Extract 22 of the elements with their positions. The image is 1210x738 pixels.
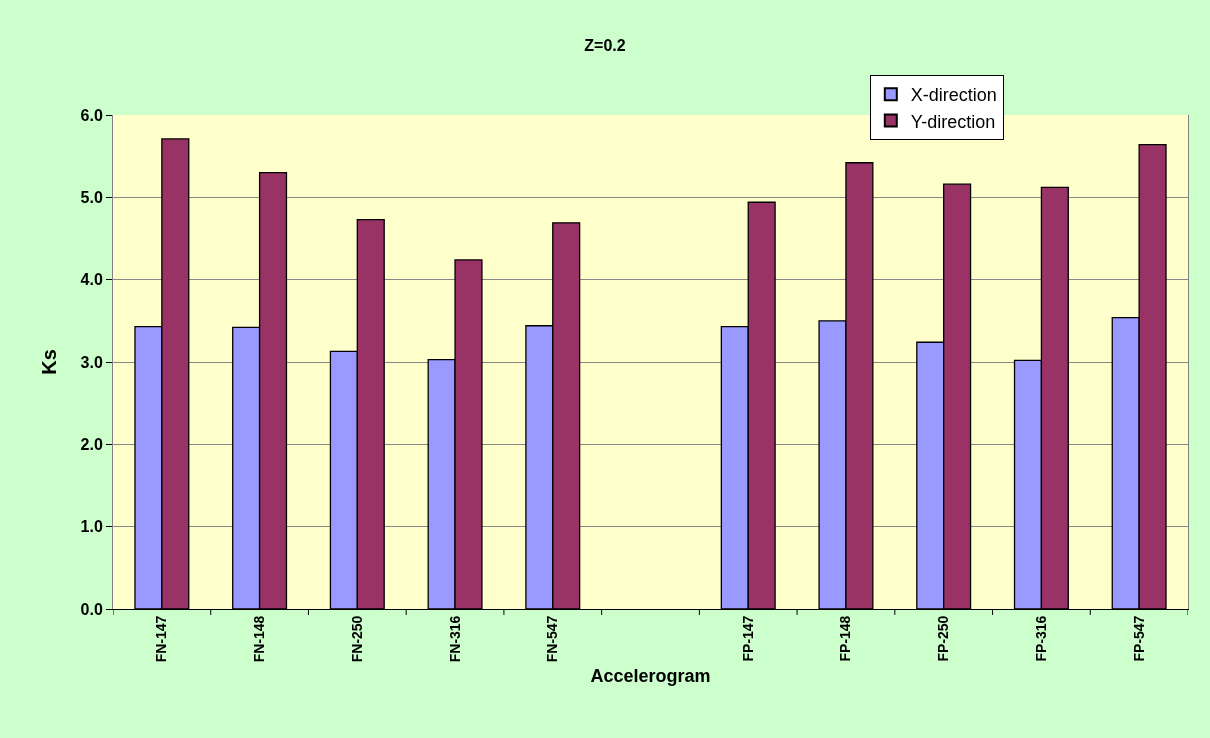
chart-title: Z=0.2 [584, 36, 626, 54]
y-tick-label: 5.0 [80, 188, 103, 206]
x-tick-label: FN-147 [153, 615, 170, 663]
legend-label: X-direction [910, 85, 997, 106]
y-tick-label: 3.0 [80, 353, 103, 371]
y-tick-label: 6.0 [80, 106, 103, 124]
y-tick-label: 0.0 [80, 600, 103, 618]
y-axis-title: Ks [38, 349, 61, 375]
x-tick-label: FN-547 [544, 615, 561, 663]
y-tick-label: 2.0 [80, 435, 103, 453]
x-tick-label: FN-316 [446, 615, 463, 663]
x-tick-label: FP-250 [935, 615, 952, 662]
x-tick-label: FP-316 [1032, 615, 1049, 662]
x-tick-label: FN-148 [251, 615, 268, 663]
y-tick-label: 1.0 [80, 518, 103, 536]
x-tick-label: FP-547 [1130, 615, 1147, 662]
x-axis-title: Accelerogram [590, 666, 711, 687]
x-tick-label: FP-147 [739, 615, 756, 662]
legend-label: Y-direction [910, 111, 996, 132]
x-tick-label: FN-250 [348, 615, 365, 663]
x-tick-label: FP-148 [837, 615, 854, 662]
y-tick-label: 4.0 [80, 271, 103, 289]
